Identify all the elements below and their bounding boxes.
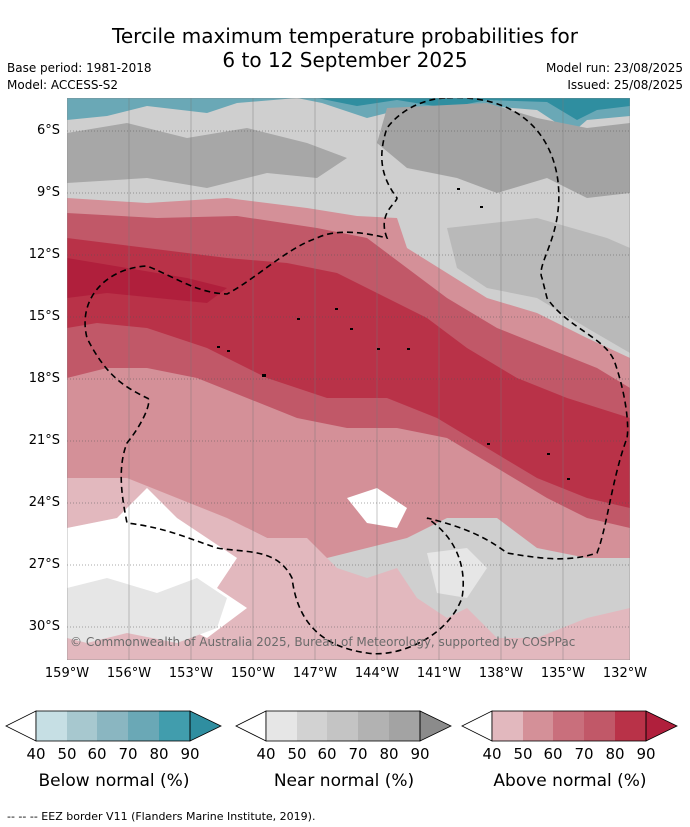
colorbar-ticks: 40 50 60 70 80 90 40 50 60 70 80 90 40 5… [0,745,690,767]
cbar-above-tick-60: 60 [543,745,563,763]
cbar-above-tick-90: 90 [636,745,656,763]
above-normal-region-90 [67,258,227,303]
lat-tick-27s: 27°S [28,557,60,572]
lon-tick-150w: 150°W [230,666,276,681]
chart-title-line1: Tercile maximum temperature probabilitie… [112,24,578,48]
lat-tick-18s: 18°S [28,371,60,386]
lon-tick-144w: 144°W [354,666,400,681]
lon-tick-135w: 135°W [540,666,586,681]
cbar-near-tick-80: 80 [379,745,399,763]
lon-tick-132w: 132°W [602,666,648,681]
island-markers [217,188,570,480]
cbar-above-tick-80: 80 [605,745,625,763]
eez-border [84,98,629,655]
se-grey-patch [427,548,487,598]
lon-tick-147w: 147°W [292,666,338,681]
cbar-above-tick-50: 50 [513,745,533,763]
model-name: Model: ACCESS-S2 [7,78,119,92]
cbar-above-tick-40: 40 [482,745,502,763]
cbar-below-tick-60: 60 [87,745,107,763]
lon-tick-153w: 153°W [168,666,214,681]
lat-tick-9s: 9°S [36,185,60,200]
colorbar-near-normal [235,710,452,742]
model-run: Model run: 23/08/2025 [545,61,683,75]
cbar-below-tick-40: 40 [26,745,46,763]
colorbar-above-normal [461,710,678,742]
lat-tick-21s: 21°S [28,433,60,448]
chart-title-line2: 6 to 12 September 2025 [222,48,468,72]
below-normal-label: Below normal (%) [38,771,190,791]
near-normal-patch-ne [377,103,630,198]
below-normal-region-north [67,98,630,133]
lon-tick-138w: 138°W [478,666,524,681]
near-normal-label: Near normal (%) [273,771,415,791]
lat-tick-15s: 15°S [28,309,60,324]
cbar-below-tick-50: 50 [57,745,77,763]
lat-tick-24s: 24°S [28,495,60,510]
cbar-near-tick-70: 70 [348,745,368,763]
lon-tick-159w: 159°W [44,666,90,681]
cbar-near-tick-50: 50 [287,745,307,763]
lat-tick-30s: 30°S [28,619,60,634]
cbar-below-tick-70: 70 [118,745,138,763]
lon-tick-156w: 156°W [106,666,152,681]
cbar-below-tick-90: 90 [180,745,200,763]
cbar-near-tick-60: 60 [317,745,337,763]
grid-lines [67,130,630,628]
cbar-above-tick-70: 70 [574,745,594,763]
copyright-notice: © Commonwealth of Australia 2025, Bureau… [70,635,575,649]
issued-date: Issued: 25/08/2025 [567,78,683,92]
cbar-below-tick-80: 80 [149,745,169,763]
lat-tick-12s: 12°S [28,247,60,262]
probability-map: © Commonwealth of Australia 2025, Bureau… [67,98,630,660]
lon-tick-141w: 141°W [416,666,462,681]
above-normal-region-80 [67,238,630,508]
colorbar-below-normal [5,710,222,742]
base-period: Base period: 1981-2018 [7,61,152,75]
eez-legend-note: -- -- -- EEZ border V11 (Flanders Marine… [7,810,316,823]
near-normal-patch-e [447,218,630,353]
cbar-near-tick-40: 40 [256,745,276,763]
near-normal-patch-nw [67,123,347,188]
below-normal-region-north-deep [67,98,630,120]
above-normal-label: Above normal (%) [493,771,647,791]
cbar-near-tick-90: 90 [410,745,430,763]
lat-tick-6s: 6°S [36,123,60,138]
meridian-lines [128,98,564,660]
